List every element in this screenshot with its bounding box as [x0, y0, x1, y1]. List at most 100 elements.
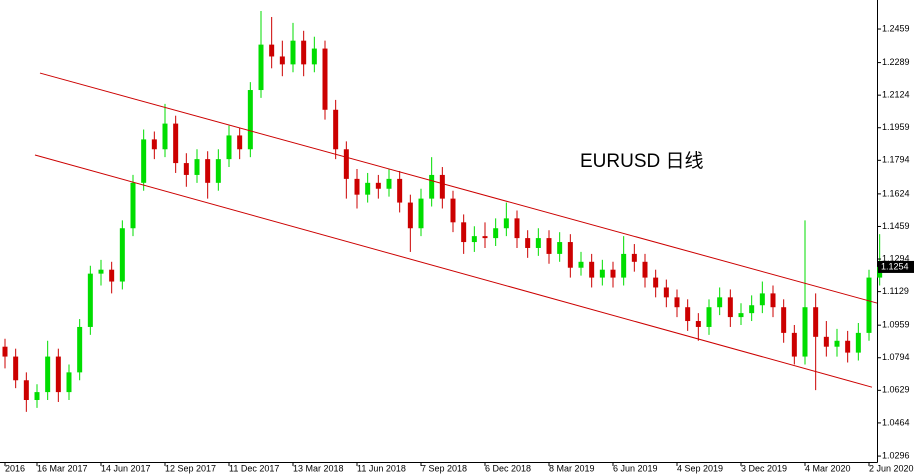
candle-body: [290, 40, 296, 65]
candle-body: [429, 174, 435, 199]
candle-body: [642, 261, 648, 278]
candle-body: [141, 139, 147, 183]
y-tick-label: 1.0794: [882, 352, 910, 362]
candle-body: [589, 261, 595, 278]
candle-body: [343, 149, 349, 179]
candle-body: [685, 307, 691, 322]
candle-body: [162, 123, 168, 150]
x-tick-label: 2016: [5, 463, 25, 473]
candle-body: [194, 159, 200, 175]
chart-title: EURUSD 日线: [580, 150, 704, 172]
candle-body: [578, 261, 584, 268]
candle-body: [727, 297, 733, 318]
candle-body: [599, 269, 605, 278]
y-tick-label: 1.1624: [882, 188, 910, 198]
candle-body: [717, 297, 723, 308]
x-tick-label: 13 Mar 2018: [293, 463, 344, 473]
x-tick-label: 16 Mar 2017: [37, 463, 88, 473]
candle-body: [87, 273, 93, 327]
candle-body: [791, 332, 797, 357]
candle-body: [237, 135, 243, 150]
candle-body: [823, 336, 829, 347]
candle-body: [514, 218, 520, 239]
candle-body: [781, 307, 787, 333]
candle-body: [269, 44, 275, 57]
x-tick-label: 4 Sep 2019: [677, 463, 723, 473]
y-tick-label: 1.0629: [882, 385, 910, 395]
y-tick-label: 1.1129: [882, 286, 909, 296]
candle-body: [397, 178, 403, 203]
candle-body: [813, 307, 819, 337]
x-tick-label: 8 Mar 2019: [549, 463, 595, 473]
x-tick-label: 6 Dec 2018: [485, 463, 531, 473]
candle-body: [109, 269, 115, 282]
candle-body: [183, 163, 189, 175]
x-tick-label: 7 Sep 2018: [421, 463, 467, 473]
y-tick-label: 1.2124: [882, 90, 910, 100]
y-tick-label: 1.0464: [882, 417, 910, 427]
candle-body: [311, 48, 317, 65]
candle-body: [535, 238, 541, 248]
y-tick-label: 1.1294: [882, 253, 910, 263]
candle-body: [119, 228, 125, 282]
candle-body: [802, 307, 808, 357]
candle-body: [13, 356, 19, 381]
candle-body: [130, 182, 136, 229]
candle-body: [418, 198, 424, 229]
x-tick-label: 11 Jun 2018: [357, 463, 406, 473]
candle-body: [386, 178, 392, 189]
candle-body: [567, 242, 573, 268]
y-tick-label: 1.1794: [882, 155, 910, 165]
candle-body: [610, 269, 616, 278]
candle-body: [151, 139, 157, 150]
x-tick-label: 2 Jun 2020: [869, 463, 914, 473]
x-tick-label: 12 Sep 2017: [165, 463, 216, 473]
candle-body: [322, 48, 328, 110]
candle-body: [493, 228, 499, 239]
candle-body: [439, 174, 445, 199]
candle-body: [247, 90, 253, 150]
candle-body: [866, 277, 872, 333]
candle-body: [845, 340, 851, 353]
x-tick-label: 4 Mar 2020: [805, 463, 851, 473]
candle-body: [695, 321, 701, 327]
candle-body: [631, 253, 637, 262]
candle-body: [226, 135, 232, 160]
candle-body: [525, 238, 531, 248]
candle-body: [663, 287, 669, 298]
candle-body: [354, 178, 360, 195]
candle-body: [759, 293, 765, 306]
y-tick-label: 1.1459: [882, 221, 910, 231]
candle-body: [258, 44, 264, 91]
candle-body: [450, 198, 456, 223]
candle-body: [45, 356, 51, 393]
candle-body: [557, 242, 563, 254]
candle-body: [2, 346, 8, 357]
y-tick-label: 1.0959: [882, 320, 910, 330]
candle-body: [407, 202, 413, 229]
y-tick-label: 1.2289: [882, 57, 910, 67]
candle-body: [855, 332, 861, 353]
candle-body: [279, 56, 285, 65]
candle-body: [674, 297, 680, 308]
candle-body: [503, 218, 509, 229]
x-tick-label: 11 Dec 2017: [229, 463, 279, 473]
y-tick-label: 1.1959: [882, 122, 910, 132]
candle-body: [301, 40, 307, 65]
candle-body: [546, 238, 552, 254]
candle-body: [653, 277, 659, 288]
candle-body: [55, 356, 61, 393]
candle-body: [749, 305, 755, 314]
candle-body: [738, 313, 744, 318]
candle-body: [471, 236, 477, 243]
x-tick-label: 14 Jun 2017: [101, 463, 151, 473]
candle-body: [706, 307, 712, 327]
candle-body: [205, 159, 211, 183]
last-price-label: 1.1254: [881, 261, 909, 271]
trend-line: [34, 154, 873, 388]
candle-body: [461, 222, 467, 243]
candle-body: [77, 326, 83, 373]
candle-body: [365, 182, 371, 195]
